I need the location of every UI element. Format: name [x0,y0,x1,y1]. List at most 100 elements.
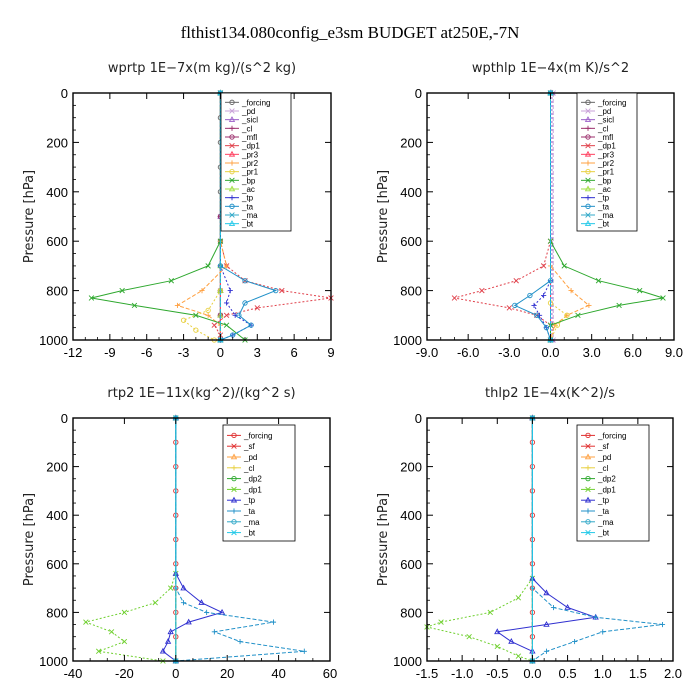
legend-marker [585,160,591,166]
legend-marker [229,99,235,105]
series-point-dp1 [515,595,522,601]
legend-entry: _mfl [241,133,257,142]
series-point-pr1 [193,327,199,333]
y-tick-label: 1000 [39,654,68,669]
series-point-dp1 [254,305,261,311]
series-point-dp1 [108,629,115,635]
legend-entry: _tp [597,496,610,505]
legend-marker [229,177,235,184]
y-tick-label: 800 [400,284,422,299]
series-point-tp [508,638,515,644]
series-point-dp1 [121,638,128,645]
legend-entry: _pd [241,107,255,116]
series-line-pr1 [182,93,221,341]
legend-marker [585,508,591,514]
x-tick-label: -0.5 [486,666,508,681]
legend-marker [229,125,235,131]
series-point-pr2 [568,288,574,294]
series-point-ta [180,600,187,606]
legend-entry: _forcing [243,431,272,440]
series-point-tp [531,302,537,309]
legend-marker [584,496,592,503]
y-axis-label: Pressure [hPa] [22,493,37,586]
legend-marker [231,443,237,449]
legend-marker [585,195,591,201]
legend-marker [585,142,591,149]
legend-entry: _pr2 [597,159,615,168]
x-tick-label: 6.0 [624,345,642,360]
legend-entry: _forcing [597,431,626,440]
legend-entry: _ta [243,507,256,516]
series-point-tp [227,288,233,294]
panel-title: thlp2 1E−4x(K^2)/s [485,386,615,401]
legend-marker [584,185,592,192]
series-point-ta [512,302,518,309]
y-tick-label: 800 [46,605,68,620]
series-point-dp1 [83,619,89,625]
legend-entry: _ma [597,211,614,220]
x-tick-label: -3.0 [498,345,520,360]
legend-entry: _bt [597,529,610,538]
legend-marker [585,529,591,536]
legend-marker [585,465,591,471]
figure-title: flthist134.080config_e3sm BUDGET at250E,… [181,23,520,42]
series-point-pr2 [223,263,230,269]
y-tick-label: 200 [400,460,422,475]
x-tick-label: 20 [220,666,234,681]
series-point-tp [180,584,187,591]
y-tick-label: 1000 [39,333,68,348]
series-point-ta [237,638,243,645]
legend-entry: _cl [597,464,608,473]
x-tick-label: 0 [217,345,224,360]
series-point-tp [543,589,550,596]
series-group [88,89,334,343]
legend-marker [231,475,237,482]
x-tick-label: -3 [178,345,190,360]
legend-entry: _pr3 [241,150,259,159]
series-point-tp [198,599,205,605]
series-point-bp [119,287,125,294]
x-tick-label: 0.0 [523,666,541,681]
legend-entry: _pr1 [241,168,259,177]
legend-marker [229,195,235,201]
legend-entry: _cl [597,124,608,133]
legend-marker [585,486,591,493]
legend-marker [228,220,236,226]
x-tick-label: -9.0 [416,345,438,360]
series-point-tp [541,292,547,299]
series-point-pr1 [205,307,211,314]
legend-marker [229,160,235,166]
series-point-bp [595,278,602,284]
x-tick-label: 9.0 [665,345,683,360]
legend: _forcing _sf _pd _cl _dp2_dp1 _tp _ta _ma _bt [576,424,650,542]
legend-entry: _dp1 [597,485,616,494]
series-point-tp [185,618,192,625]
series-point-dp1 [438,619,444,625]
legend-entry: _tp [243,496,256,505]
legend-entry: _dp2 [597,475,616,484]
series-line-ta [513,93,551,341]
legend-marker [585,108,591,114]
legend-entry: _pr1 [597,168,615,177]
panel-title: rtp2 1E−11x(kg^2)/(kg^2 s) [107,386,295,401]
legend-entry: _pd [597,453,611,462]
series-group [451,89,666,343]
legend-entry: _dp1 [597,142,616,151]
series-point-ta [593,614,599,620]
legend-entry: _ta [241,202,254,211]
legend-entry: _ma [241,211,258,220]
x-tick-label: -6.0 [457,345,479,360]
panel-title: wpthlp 1E−4x(m K)/s^2 [472,61,629,76]
legend-entry: _ma [243,518,260,527]
legend-entry: _ac [597,185,611,194]
series-point-bp [616,302,622,309]
series-point-dp1 [223,312,230,319]
series-point-bp [88,295,95,301]
series-point-tp [164,638,172,644]
series-line-ta [219,93,278,341]
series-point-dp1 [451,295,458,301]
series-point-dp1 [513,278,519,284]
legend-marker [231,465,237,471]
series-point-ta [543,648,550,654]
